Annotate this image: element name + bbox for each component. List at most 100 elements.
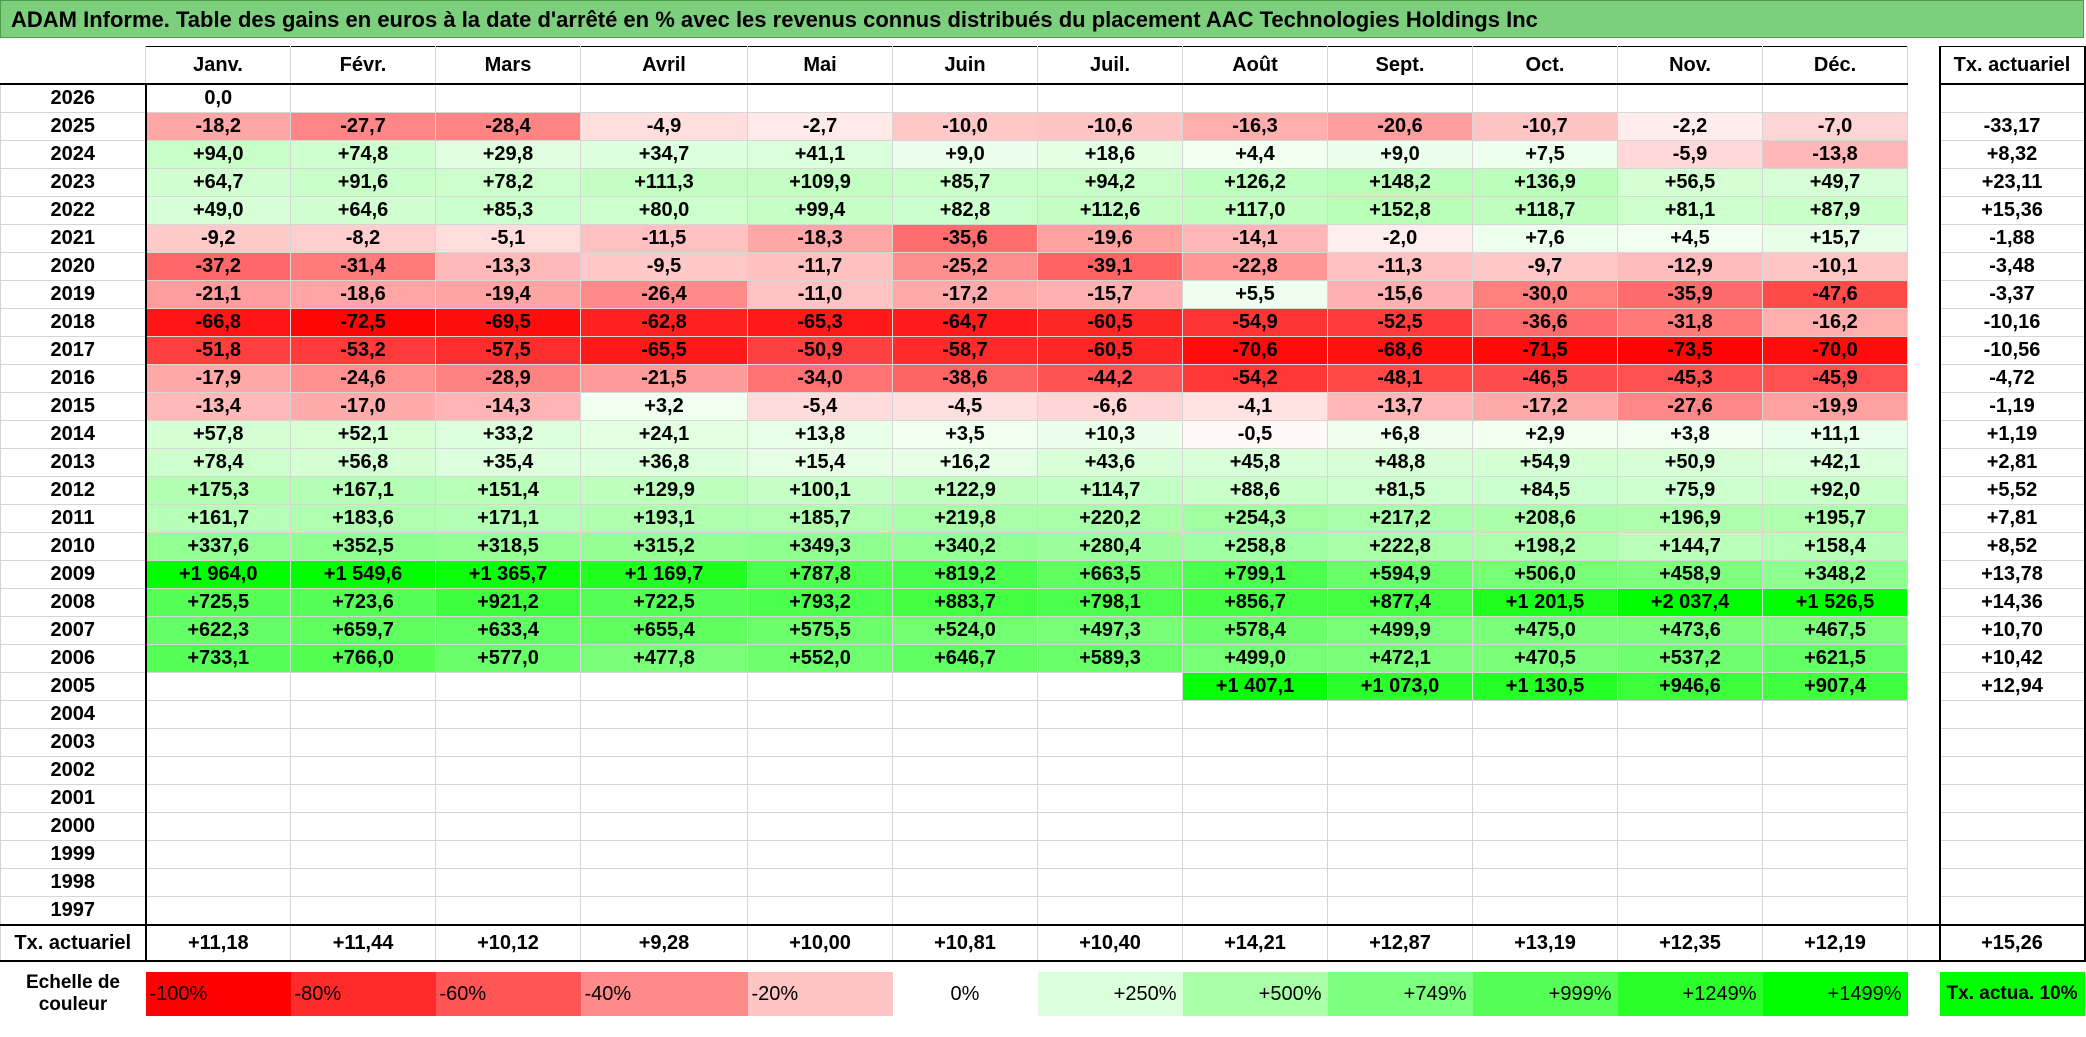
gain-cell (1182, 728, 1328, 757)
gain-cell: +171,1 (435, 504, 581, 533)
gain-cell: -37,2 (145, 252, 291, 281)
gain-cell: -13,3 (435, 252, 581, 281)
table-row: 2015 -13,4 -17,0 -14,3 +3,2 -5,4 -4,5 -6,6 -4,1-… (0, 392, 2086, 421)
gain-cell: +594,9 (1327, 560, 1473, 589)
gain-cell (892, 840, 1038, 869)
gain-cell: -60,5 (1037, 336, 1183, 365)
tx-actuariel-cell: +1,19 (1938, 420, 2086, 449)
column-gap (1907, 224, 1940, 253)
gain-cell: +787,8 (747, 560, 893, 589)
year-cell: 2014 (0, 420, 147, 449)
gain-cell (290, 840, 436, 869)
month-header: Août (1182, 46, 1328, 85)
gain-cell: +11,1 (1762, 420, 1908, 449)
gain-cell (747, 700, 893, 729)
gain-cell (290, 784, 436, 813)
gain-cell: +6,8 (1327, 420, 1473, 449)
gain-cell: +10,3 (1037, 420, 1183, 449)
gain-cell: +856,7 (1182, 588, 1328, 617)
gain-cell (1762, 784, 1908, 813)
table-row: 2014 +57,8 +52,1 +33,2 +24,1 +13,8 +3,5 +10,3 -0… (0, 420, 2086, 449)
year-cell: 2001 (0, 784, 147, 813)
gain-cell (1327, 784, 1473, 813)
gain-cell (145, 756, 291, 785)
column-gap (1907, 672, 1940, 701)
gain-cell: +733,1 (145, 644, 291, 673)
gain-cell (892, 83, 1038, 113)
summary-cell: +10,12 (435, 924, 581, 962)
gain-cell (1472, 868, 1618, 897)
table-row: 2016 -17,9 -24,6 -28,9 -21,5 -34,0 -38,6 -44,2-… (0, 364, 2086, 393)
table-row: 2022 +49,0 +64,6 +85,3 +80,0 +99,4 +82,8 +112,6… (0, 196, 2086, 225)
gain-cell: +621,5 (1762, 644, 1908, 673)
gain-cell: +655,4 (580, 616, 748, 645)
gain-cell (1037, 83, 1183, 113)
year-cell: 2002 (0, 756, 147, 785)
tx-actuariel-cell: -33,17 (1938, 112, 2086, 141)
gain-cell (1617, 728, 1763, 757)
gain-cell: -9,7 (1472, 252, 1618, 281)
gain-cell: -17,0 (290, 392, 436, 421)
gain-cell: +57,8 (145, 420, 291, 449)
year-cell: 1998 (0, 868, 147, 897)
gain-cell (892, 896, 1038, 926)
gain-cell: +725,5 (145, 588, 291, 617)
gain-cell: -72,5 (290, 308, 436, 337)
legend-swatch: -80% (290, 972, 436, 1016)
summary-cell: +11,44 (290, 924, 436, 962)
page-title: ADAM Informe. Table des gains en euros à… (0, 0, 2084, 38)
gain-cell (1182, 700, 1328, 729)
gain-cell: -17,9 (145, 364, 291, 393)
gain-cell: +148,2 (1327, 168, 1473, 197)
gain-cell: +659,7 (290, 616, 436, 645)
gain-cell: +2 037,4 (1617, 588, 1763, 617)
gain-cell: +49,0 (145, 196, 291, 225)
summary-row: Tx. actuariel +11,18 +11,44 +10,12 +9,28 +10,… (0, 924, 2086, 962)
gain-cell (145, 868, 291, 897)
gain-cell: +126,2 (1182, 168, 1328, 197)
summary-label: Tx. actuariel (0, 924, 147, 962)
gain-cell (1327, 756, 1473, 785)
gain-cell: -34,0 (747, 364, 893, 393)
gain-cell: -26,4 (580, 280, 748, 309)
gain-cell: +9,0 (892, 140, 1038, 169)
month-header: Nov. (1617, 46, 1763, 85)
column-gap (1907, 252, 1940, 281)
gain-cell (435, 812, 581, 841)
month-header: Mars (435, 46, 581, 85)
table-row: 2006 +733,1 +766,0 +577,0 +477,8 +552,0 +646,7… (0, 644, 2086, 673)
column-gap (1907, 532, 1940, 561)
gain-cell (1037, 840, 1183, 869)
tx-actuariel-cell: +15,36 (1938, 196, 2086, 225)
column-gap (1907, 308, 1940, 337)
column-gap (1907, 700, 1940, 729)
gain-cell: +109,9 (747, 168, 893, 197)
tx-actuariel-cell: -1,19 (1938, 392, 2086, 421)
tx-actuariel-cell (1938, 812, 2086, 841)
gain-cell: +100,1 (747, 476, 893, 505)
year-cell: 2026 (0, 83, 147, 113)
gain-cell (580, 700, 748, 729)
tx-actuariel-cell: +8,52 (1938, 532, 2086, 561)
gain-cell: -73,5 (1617, 336, 1763, 365)
gain-cell: -45,9 (1762, 364, 1908, 393)
gain-cell (435, 756, 581, 785)
gain-cell: -52,5 (1327, 308, 1473, 337)
legend-swatch: +1249% (1617, 972, 1763, 1016)
gain-cell: -22,8 (1182, 252, 1328, 281)
gain-cell (580, 840, 748, 869)
year-cell: 2007 (0, 616, 147, 645)
gain-cell: +111,3 (580, 168, 748, 197)
legend-swatch: -100% (145, 972, 291, 1016)
gain-cell (1037, 756, 1183, 785)
table-row: 2025 -18,2 -27,7 -28,4 -4,9 -2,7 -10,0 -10,6 -16… (0, 112, 2086, 141)
tx-actuariel-cell: +8,32 (1938, 140, 2086, 169)
gain-cell: -27,7 (290, 112, 436, 141)
gain-cell: +497,3 (1037, 616, 1183, 645)
tx-actuariel-cell: -10,16 (1938, 308, 2086, 337)
gain-cell: +1 526,5 (1762, 588, 1908, 617)
gain-cell: -36,6 (1472, 308, 1618, 337)
gain-cell: +883,7 (892, 588, 1038, 617)
year-cell: 2018 (0, 308, 147, 337)
gain-cell (1617, 756, 1763, 785)
